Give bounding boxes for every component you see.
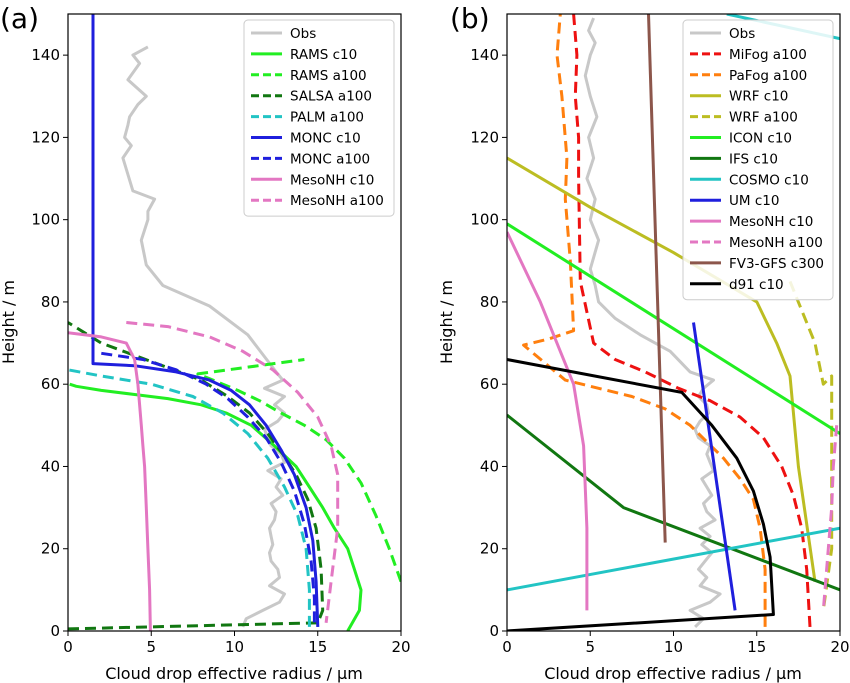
- panel-a-xtick-label: 10: [225, 638, 244, 656]
- panel-b-legend-label: d91 c10: [729, 277, 784, 293]
- panel-a-ytick-label: 140: [31, 46, 60, 64]
- panel-b-xtick-label: 10: [664, 638, 683, 656]
- panel-a-series-mesonh-c10: [68, 331, 152, 631]
- panel-b-ytick-label: 120: [470, 128, 499, 146]
- panel-a-ytick-label: 20: [41, 540, 60, 558]
- panel-a-ytick-label: 0: [50, 622, 60, 640]
- panel-b-ylabel: Height / m: [437, 280, 456, 364]
- panel-b-series-um-c10: [692, 322, 737, 611]
- panel-a-xlabel: Cloud drop effective radius / μm: [105, 664, 363, 683]
- panel-a-legend-label: PALM a100: [290, 110, 364, 126]
- panel-b-series-d91-c10: [507, 358, 775, 631]
- panel-b-series-wrf-a100: [788, 280, 834, 611]
- panel-b-legend-label: MiFog a100: [729, 47, 807, 63]
- panel-a-ytick-label: 80: [41, 293, 60, 311]
- panel-a-xtick-label: 0: [63, 638, 73, 656]
- panel-b-legend-label: UM c10: [729, 193, 779, 209]
- panel-a-series-obs: [121, 45, 286, 628]
- panel-b-ticks: 0 5 10 15 20 0 20 40 60 80 100 120 140: [470, 46, 849, 656]
- panel-a-ytick-label: 60: [41, 375, 60, 393]
- panel-a-legend-label: MONC a100: [290, 151, 370, 167]
- panel-b-legend-label: COSMO c10: [729, 172, 809, 188]
- panel-b-legend-label: WRF a100: [729, 110, 798, 126]
- panel-a-plot-area: [67, 13, 402, 632]
- panel-a-series-mesonh-a100: [126, 321, 340, 623]
- panel-a-legend-box: [243, 19, 395, 217]
- panel-b-ytick-label: 60: [480, 375, 499, 393]
- panel-b-legend-label: ICON c10: [729, 131, 792, 147]
- panel-b-series-ifs-c10: [507, 413, 840, 592]
- panel-a-series-monc-c10: [91, 14, 320, 627]
- panel-b-series-fv3-gfs-c300: [647, 14, 667, 543]
- panel-b-xtick-label: 20: [830, 638, 849, 656]
- panel-b-legend: Obs MiFog a100 PaFog a100 WRF c10 WRF a100 IC…: [682, 19, 834, 301]
- panel-a-series-rams-a100: [196, 358, 401, 583]
- panel-b-series-mesonh-c10: [507, 231, 589, 611]
- panel-b-series-pafog-a100: [522, 14, 767, 627]
- panel-a-xtick-label: 20: [391, 638, 410, 656]
- panel-a-legend-label: RAMS c10: [290, 47, 357, 63]
- panel-a-series-palm-a100: [68, 368, 311, 627]
- panel-b-ytick-label: 0: [489, 622, 499, 640]
- panel-a-series-monc-a100: [101, 351, 316, 627]
- panel-a-legend: Obs RAMS c10 RAMS a100 SALSA a100 PALM a100 M…: [243, 19, 395, 217]
- panel-b-xtick-label: 5: [585, 638, 595, 656]
- panel-a-xtick-label: 5: [146, 638, 156, 656]
- panel-a-xtick-label: 15: [308, 638, 327, 656]
- panel-b-legend-label: MesoNH a100: [729, 235, 823, 251]
- panel-b-legend-label: MesoNH c10: [729, 214, 813, 230]
- panel-b-series-icon-c10: [507, 222, 840, 435]
- panel-b-ytick-label: 40: [480, 457, 499, 475]
- panel-a-legend-label: RAMS a100: [290, 68, 367, 84]
- panel-b-xtick-label: 0: [502, 638, 512, 656]
- panel-b-ytick-label: 20: [480, 540, 499, 558]
- panel-a-ticks: 0 5 10 15 20 0 20 40 60 80 100 120 140: [31, 46, 410, 656]
- panel-b-plot-area: [506, 13, 841, 632]
- panel-a-legend-label: Obs: [290, 26, 316, 42]
- panel-b-legend-label: IFS c10: [729, 151, 778, 167]
- panel-b-legend-label: FV3-GFS c300: [729, 256, 824, 272]
- panel-a-legend-label: SALSA a100: [290, 89, 372, 105]
- panel-a-ytick-label: 100: [31, 211, 60, 229]
- panel-a: (a) 0 5 10 15 20 0 20 40 60 80 100 120 140 Cloud dro…: [0, 2, 411, 683]
- panel-b-series-mesonh-a100: [821, 425, 839, 611]
- panel-b-ytick-label: 140: [470, 46, 499, 64]
- panel-a-series-salsa-a100: [68, 321, 325, 631]
- panel-a-label: (a): [0, 2, 39, 35]
- panel-b-legend-box: [682, 19, 834, 301]
- panel-b-legend-label: Obs: [729, 26, 755, 42]
- panel-a-legend-label: MONC c10: [290, 131, 361, 147]
- panel-a-legend-label: MesoNH c10: [290, 172, 374, 188]
- panel-a-ylabel: Height / m: [0, 280, 18, 364]
- panel-b: (b) 0 5 10 15 20 0 20 40 60 80 100 120 140 Cloud dro…: [437, 2, 850, 683]
- panel-b-xtick-label: 15: [747, 638, 766, 656]
- panel-b-legend-label: PaFog a100: [729, 68, 807, 84]
- panel-b-legend-label: WRF c10: [729, 89, 788, 105]
- panel-b-series-wrf-c10: [507, 156, 817, 582]
- panel-b-series-cosmo-c10: [507, 526, 840, 592]
- panel-b-ytick-label: 100: [470, 211, 499, 229]
- panel-b-series-mifog-a100: [572, 14, 812, 627]
- panel-b-label: (b): [450, 2, 490, 35]
- panel-b-ytick-label: 80: [480, 293, 499, 311]
- panel-b-xlabel: Cloud drop effective radius / μm: [544, 664, 802, 683]
- panel-a-ytick-label: 40: [41, 457, 60, 475]
- panel-b-series-obs: [583, 17, 722, 628]
- panel-a-ytick-label: 120: [31, 128, 60, 146]
- panel-a-legend-label: MesoNH a100: [290, 193, 384, 209]
